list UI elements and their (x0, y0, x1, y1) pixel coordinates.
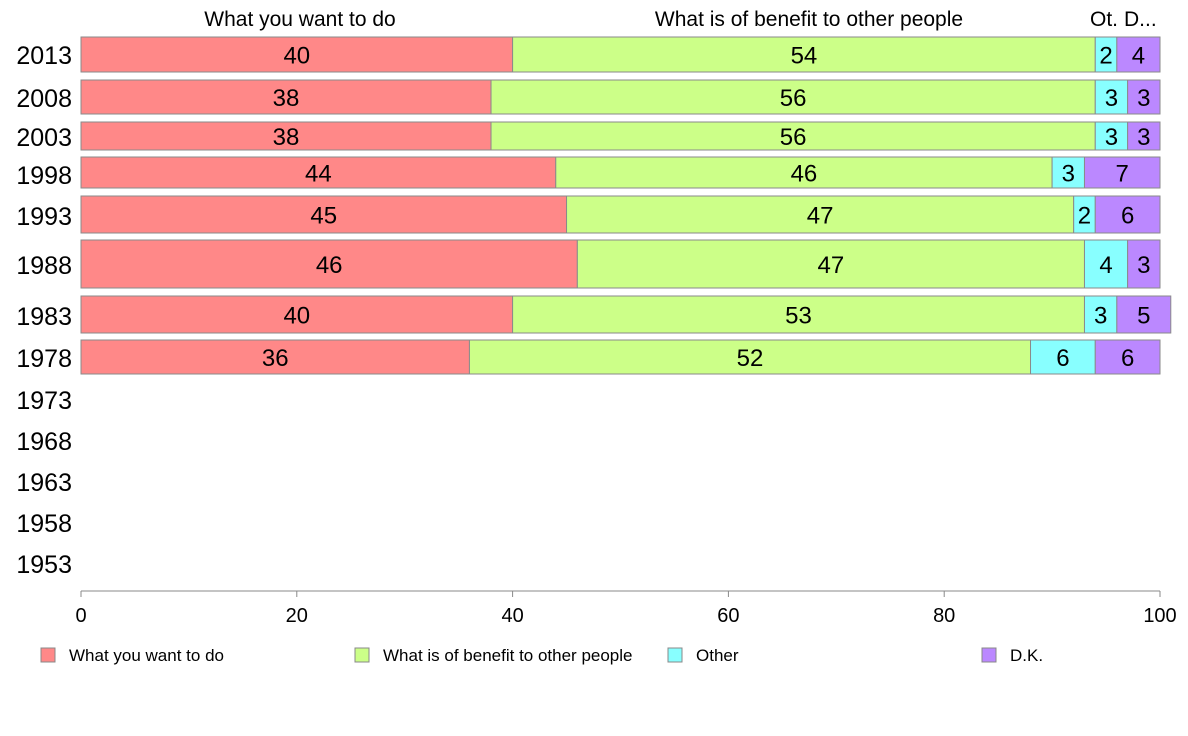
bar-segment (1030, 339, 1096, 375)
bar-segment (1094, 79, 1129, 115)
bar-segment (555, 156, 1053, 189)
x-tick-label: 80 (933, 605, 955, 627)
bar-value-label: 53 (785, 303, 812, 330)
bar-segment (1127, 239, 1161, 289)
bar-value-label: 38 (273, 124, 300, 151)
column-header-label: Ot. (1090, 8, 1118, 31)
bar-value-label: 40 (283, 43, 310, 70)
bar-segment (512, 295, 1085, 334)
bar-segment (566, 195, 1075, 234)
legend: What you want to do What is of benefit to… (40, 646, 1043, 665)
bar-value-label: 3 (1137, 85, 1150, 112)
bar-value-label: 5 (1137, 303, 1150, 330)
bar-value-label: 3 (1105, 124, 1118, 151)
column-header-label: What is of benefit to other people (655, 8, 963, 31)
bar-value-label: 3 (1094, 303, 1107, 330)
year-label: 1963 (16, 469, 72, 497)
bar-segment (80, 79, 492, 115)
bar-segment (1094, 121, 1129, 151)
bar-segment (1094, 195, 1161, 234)
bar-value-label: 44 (305, 161, 332, 188)
bar-segment (1083, 156, 1161, 189)
bar-segment (80, 339, 470, 375)
bar-value-label: 56 (780, 85, 807, 112)
bar-value-label: 36 (262, 345, 289, 372)
bar-segment (490, 79, 1096, 115)
x-tick-label: 100 (1143, 605, 1176, 627)
bar-segment (80, 156, 557, 189)
year-label: 1998 (16, 162, 72, 190)
column-header-label: What you want to do (204, 8, 395, 31)
column-headers: What you want to do What is of benefit to… (204, 8, 1156, 31)
bar-segment (80, 195, 568, 234)
bar-value-label: 6 (1121, 345, 1134, 372)
bar-value-label: 4 (1099, 252, 1112, 279)
year-label: 1993 (16, 203, 72, 231)
bar-value-label: 54 (791, 43, 818, 70)
year-label: 2013 (16, 42, 72, 70)
bar-value-label: 56 (780, 124, 807, 151)
legend-swatch (40, 647, 56, 663)
year-label: 1978 (16, 345, 72, 373)
legend-swatch (354, 647, 370, 663)
bar-segment (1094, 339, 1161, 375)
column-header-label: D... (1124, 8, 1157, 31)
bar-value-label: 47 (818, 252, 845, 279)
bar-value-label: 2 (1078, 203, 1091, 230)
bar-segment (1051, 156, 1085, 189)
bar-segment (490, 121, 1096, 151)
bar-value-label: 6 (1121, 203, 1134, 230)
legend-swatch (981, 647, 997, 663)
year-label: 1968 (16, 428, 72, 456)
year-label: 1973 (16, 387, 72, 415)
bar-value-label: 3 (1137, 252, 1150, 279)
year-label: 1988 (16, 252, 72, 280)
year-label: 1983 (16, 303, 72, 331)
bars: 40 54 2 438 56 3 338 56 3 344 46 3 745 47 2 646 47 4 340 53… (80, 36, 1172, 375)
bar-value-label: 3 (1062, 161, 1075, 188)
bar-value-label: 40 (283, 303, 310, 330)
bar-value-label: 38 (273, 85, 300, 112)
bar-value-label: 46 (316, 252, 343, 279)
year-axis-labels: 2013 2008 2003 1998 1993 1988 1983 1978 1973 1968… (16, 42, 72, 579)
bar-value-label: 47 (807, 203, 834, 230)
bar-segment (1127, 79, 1161, 115)
bar-segment (1127, 121, 1161, 151)
bar-value-label: 4 (1132, 43, 1145, 70)
legend-label: Other (696, 646, 739, 665)
x-tick-label: 0 (75, 605, 86, 627)
x-axis: 0 20 40 60 80 100 (75, 590, 1177, 627)
x-tick-label: 60 (717, 605, 739, 627)
year-label: 1953 (16, 551, 72, 579)
year-label: 2008 (16, 85, 72, 113)
bar-value-label: 6 (1056, 345, 1069, 372)
legend-label: What is of benefit to other people (383, 646, 633, 665)
bar-value-label: 3 (1105, 85, 1118, 112)
bar-value-label: 3 (1137, 124, 1150, 151)
bar-value-label: 52 (737, 345, 764, 372)
legend-swatch (667, 647, 683, 663)
legend-label: What you want to do (69, 646, 224, 665)
x-tick-label: 20 (286, 605, 308, 627)
bar-segment (1083, 239, 1129, 289)
bar-segment (1116, 36, 1161, 73)
bar-segment (80, 121, 492, 151)
year-label: 2003 (16, 124, 72, 152)
bar-value-label: 46 (791, 161, 818, 188)
bar-segment (1116, 295, 1172, 334)
bar-segment (80, 295, 514, 334)
bar-value-label: 2 (1099, 43, 1112, 70)
year-label: 1958 (16, 510, 72, 538)
bar-value-label: 45 (310, 203, 337, 230)
bar-value-label: 7 (1116, 161, 1129, 188)
bar-segment (80, 36, 514, 73)
legend-label: D.K. (1010, 646, 1043, 665)
bar-segment (468, 339, 1032, 375)
bar-segment (512, 36, 1096, 73)
x-tick-label: 40 (501, 605, 523, 627)
